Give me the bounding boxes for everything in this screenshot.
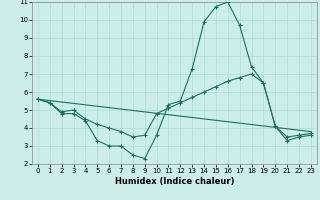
X-axis label: Humidex (Indice chaleur): Humidex (Indice chaleur): [115, 177, 234, 186]
